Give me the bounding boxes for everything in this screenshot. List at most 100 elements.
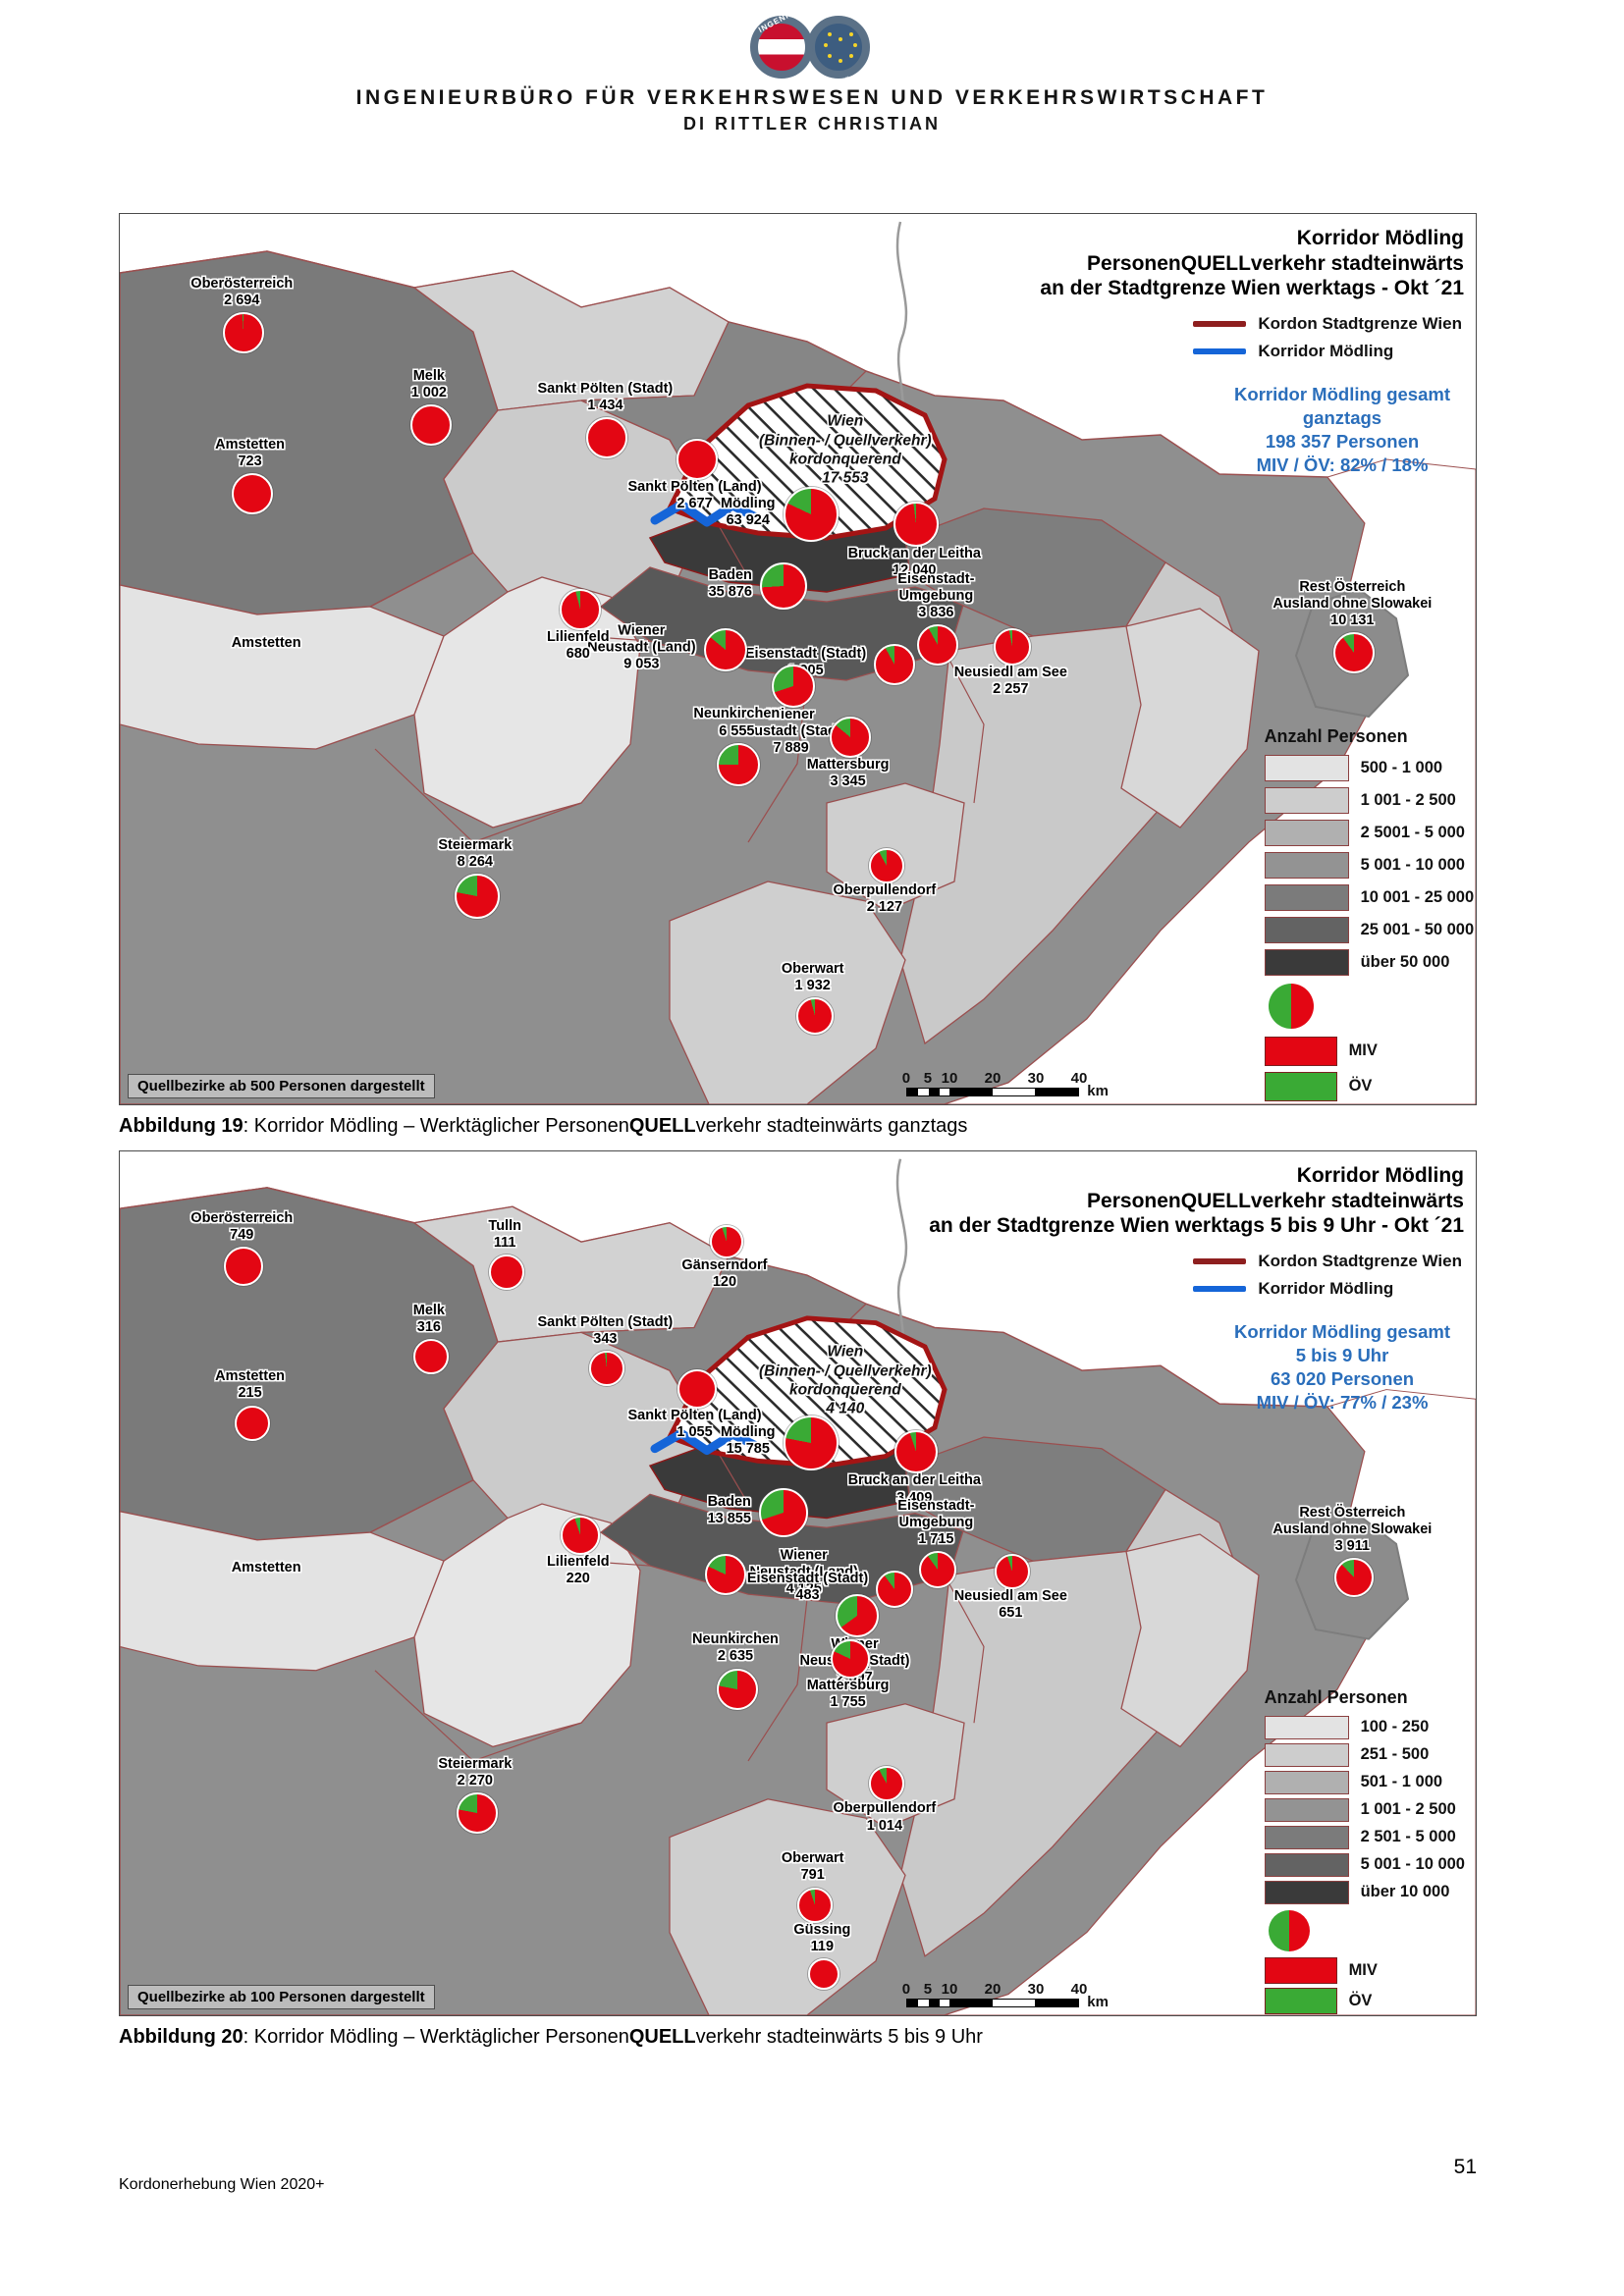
legend-oev-swatch [1264, 1987, 1337, 2014]
region-label: Tulln 111 [488, 1218, 521, 1252]
region-value: 3 345 [830, 773, 866, 789]
region-value: 1 014 [866, 1817, 903, 1834]
region-label: Eisenstadt (Stadt) 483 [747, 1570, 868, 1603]
region-label: Eisenstadt- Umgebung 3 836 [897, 571, 974, 621]
legend-class-swatch [1264, 948, 1349, 976]
region-value: 7 889 [773, 740, 809, 757]
region-label: Eisenstadt- Umgebung 1 715 [897, 1498, 974, 1548]
line-legend-item: Korridor Mödling [1193, 1279, 1462, 1299]
scale-bar-segments [905, 1999, 1079, 2007]
legend-class-row: 10 001 - 25 000 [1264, 883, 1474, 911]
region-label: Amstetten 215 [215, 1368, 285, 1402]
legend-class-swatch [1264, 851, 1349, 879]
figure-map-morgenspitze: Korridor Mödling PersonenQUELLverkehr sta… [119, 1150, 1477, 2016]
scale-segment [992, 2000, 1036, 2006]
scale-tick: 0 [901, 1070, 911, 1087]
scale-tick: 20 [984, 1981, 1001, 1998]
summary-line: Korridor Mödling gesamt [1234, 384, 1450, 404]
legend-oev-row: ÖV [1264, 1071, 1468, 1101]
pie-chart [868, 1766, 904, 1802]
legend-class-row: 2 5001 - 5 000 [1264, 819, 1468, 846]
region-name: Ausland ohne Slowakei [1272, 596, 1433, 613]
region-label: Oberwart 1 932 [782, 961, 844, 994]
legend-class-row: 1 001 - 2 500 [1264, 786, 1468, 814]
line-legend: Kordon Stadtgrenze Wien Korridor Mödling [1193, 306, 1462, 369]
region-label: Baden 13 855 [708, 1494, 751, 1527]
region-label: Baden 35 876 [709, 567, 752, 601]
pie-chart [874, 644, 916, 686]
scale-segment [917, 1089, 929, 1095]
region-label: Oberpullendorf 1 014 [834, 1800, 937, 1834]
eu-stars-icon [839, 37, 842, 42]
pie-chart [835, 1593, 879, 1637]
region-label: Mödling 15 785 [721, 1424, 776, 1458]
figure-caption: Abbildung 20: Korridor Mödling – Werktäg… [119, 2026, 983, 2049]
region-name: Baden [707, 1493, 751, 1510]
region-value: 3 409 [896, 1489, 933, 1506]
region-name: Oberösterreich [190, 1210, 294, 1227]
pie-chart [829, 716, 871, 758]
region-value: 8 264 [457, 853, 493, 870]
scale-tick: 40 [1070, 1981, 1088, 1998]
legend-class-swatch [1264, 819, 1349, 846]
region-name: Steiermark [438, 836, 513, 853]
legend-class-label: 501 - 1 000 [1360, 1773, 1443, 1791]
map-canvas: Korridor Mödling PersonenQUELLverkehr sta… [119, 213, 1477, 1105]
region-value: 10 131 [1330, 613, 1375, 629]
pie-chart [808, 1958, 840, 1990]
scale-segment [917, 2000, 929, 2006]
region-name: Baden [708, 567, 752, 584]
region-name: Tulln [488, 1218, 521, 1235]
region-value: 2 677 [677, 495, 713, 511]
region-label: Rest Österreich Ausland ohne Slowakei 3 91… [1272, 1505, 1432, 1555]
scale-segment [949, 2000, 993, 2006]
legend-class-label: 2 501 - 5 000 [1360, 1828, 1456, 1846]
region-label: Melk 316 [413, 1303, 445, 1336]
pie-chart [586, 416, 628, 458]
scale-tick: 5 [923, 1070, 933, 1087]
region-value: 2 635 [717, 1648, 754, 1665]
summary-line: 5 bis 9 Uhr [1295, 1345, 1389, 1366]
pie-chart [893, 501, 940, 547]
pie-chart [716, 1668, 758, 1710]
region-name: Wiener [767, 706, 815, 722]
region-name: Steiermark [438, 1756, 513, 1773]
region-value: 3 911 [1334, 1537, 1371, 1554]
summary-line: Korridor Mödling gesamt [1234, 1321, 1450, 1342]
scale-segment [1035, 1089, 1078, 1095]
line-legend-label: Korridor Mödling [1258, 342, 1394, 360]
map-legend: Anzahl Personen 100 - 250 251 - 500 501 - 1… [1264, 1687, 1468, 2015]
region-label: Oberpullendorf 2 127 [834, 882, 937, 916]
region-value: 2 257 [993, 681, 1029, 698]
region-name: Mattersburg [806, 756, 890, 773]
region-label: Neusiedl am See 2 257 [954, 665, 1067, 698]
legend-class-swatch [1264, 1715, 1349, 1739]
region-name: Wiener [618, 622, 666, 639]
pie-chart [589, 1351, 625, 1387]
line-legend-label: Kordon Stadtgrenze Wien [1258, 1252, 1462, 1270]
summary-line: 198 357 Personen [1265, 431, 1420, 453]
region-value: 120 [712, 1273, 737, 1290]
region-name: Neustadt (Stadt) [735, 723, 846, 739]
wien-label-line: (Binnen- / Quellverkehr) [758, 431, 932, 449]
region-name: Neunkirchen [693, 706, 781, 722]
legend-miv-label: MIV [1348, 1960, 1378, 1979]
map-note: Quellbezirke ab 500 Personen dargestellt [128, 1074, 435, 1098]
region-value: 215 [238, 1385, 262, 1402]
legend-miv-label: MIV [1348, 1041, 1378, 1060]
map-title-line: PersonenQUELLverkehr stadteinwärts [1087, 1189, 1464, 1212]
region-name: Bruck an der Leitha [847, 545, 981, 561]
pie-chart [894, 1430, 939, 1474]
scale-bar: 0 5 10 20 30 40 km [902, 1981, 1109, 2010]
legend-class-row: 5 001 - 10 000 [1264, 1852, 1468, 1877]
wien-label-line: Wien [827, 412, 864, 430]
pie-chart [759, 562, 807, 611]
legend-class-label: über 50 000 [1360, 952, 1450, 971]
summary-line: ganztags [1302, 407, 1382, 429]
region-name-label: Amstetten [231, 635, 301, 652]
scale-tick: 20 [984, 1070, 1001, 1087]
pie-chart [868, 848, 904, 884]
pie-chart [704, 1553, 746, 1595]
wien-area-label: Wien (Binnen- / Quellverkehr) kordonqueren… [759, 412, 932, 489]
caption-text: Korridor Mödling – Werktäglicher Persone… [253, 1115, 629, 1137]
